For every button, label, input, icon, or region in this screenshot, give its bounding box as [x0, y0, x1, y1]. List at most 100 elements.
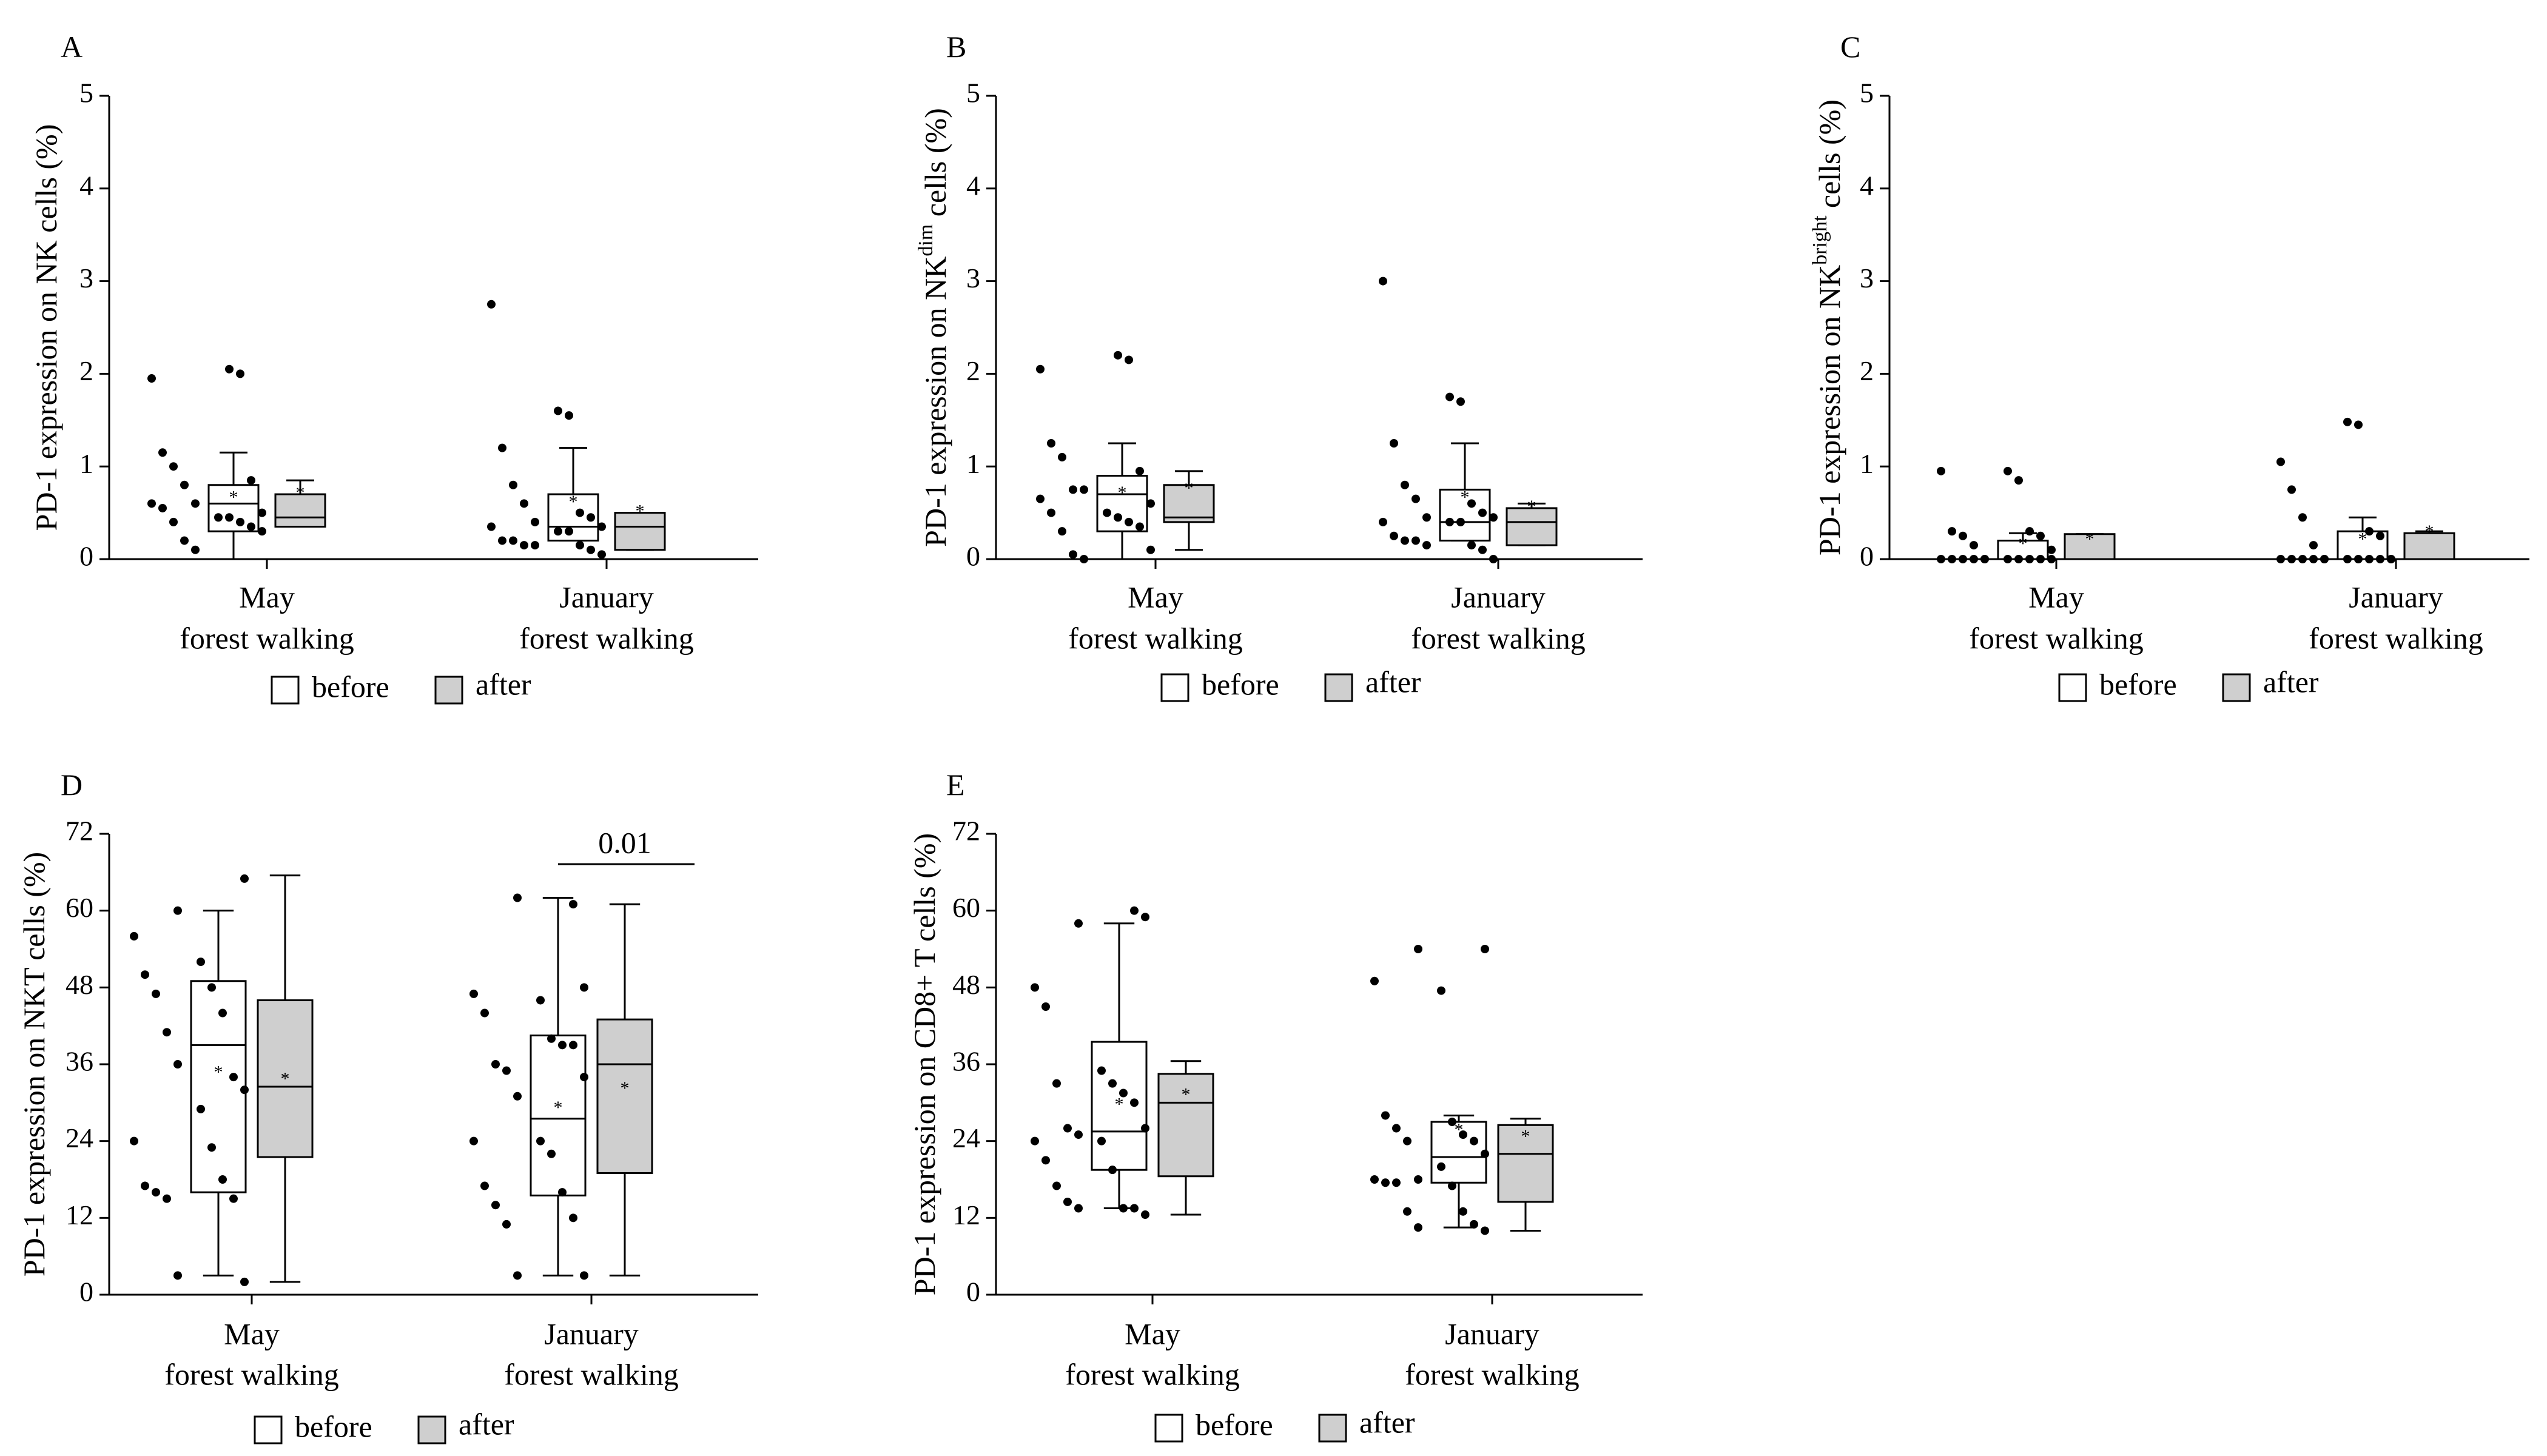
legend-label-after: after — [476, 667, 531, 701]
y-tick-label: 2 — [966, 355, 980, 386]
data-point — [197, 1104, 205, 1113]
x-category-label: January — [1445, 1317, 1539, 1350]
data-point — [1414, 945, 1422, 953]
data-point — [569, 900, 577, 909]
data-point — [597, 522, 606, 531]
data-point — [2309, 541, 2318, 550]
data-point — [1948, 527, 1956, 536]
mean-marker: * — [2425, 522, 2434, 542]
data-point — [2047, 545, 2056, 554]
data-point — [1390, 439, 1398, 448]
data-point — [240, 1277, 249, 1286]
data-point — [1097, 1136, 1106, 1146]
data-point — [509, 536, 517, 545]
data-point — [130, 1136, 138, 1146]
data-point — [1103, 508, 1111, 517]
data-point — [565, 527, 573, 536]
data-point — [1403, 1136, 1411, 1146]
data-point — [163, 1194, 171, 1203]
data-point — [1041, 1156, 1050, 1165]
data-point — [1031, 1136, 1039, 1146]
data-point — [1390, 531, 1398, 540]
data-point — [502, 1219, 511, 1229]
data-point — [2376, 531, 2384, 540]
data-point — [1470, 1136, 1478, 1146]
y-tick-label: 12 — [952, 1199, 980, 1230]
panel-a: A 0 1 2 3 4 5 PD-1 expression on NK cells (%) Ma… — [29, 30, 758, 705]
mean-marker: * — [1182, 1085, 1191, 1105]
mean-marker: * — [1521, 1126, 1530, 1146]
box-after — [1497, 1124, 1554, 1203]
data-point — [1130, 1204, 1139, 1213]
y-axis-label: PD-1 expression on CD8+ T cells (%) — [907, 833, 941, 1295]
data-point — [580, 983, 588, 992]
data-point — [1136, 466, 1144, 475]
legend-label-before: before — [1202, 667, 1279, 701]
data-point — [1392, 1178, 1401, 1187]
data-point — [576, 508, 584, 517]
mean-marker: * — [554, 1098, 563, 1118]
data-point — [469, 1136, 478, 1146]
data-point — [1948, 555, 1956, 563]
data-point — [531, 517, 539, 526]
data-point — [1119, 1089, 1128, 1098]
mean-marker: * — [281, 1069, 290, 1089]
x-category-label: May — [1128, 580, 1183, 614]
legend-swatch-after — [2222, 673, 2251, 702]
y-tick-label: 2 — [1860, 355, 1874, 386]
x-category-sublabel: forest walking — [1411, 621, 1585, 655]
y-tick-label: 4 — [966, 170, 980, 201]
data-point — [2309, 555, 2318, 563]
data-point — [1478, 508, 1487, 517]
box-after — [274, 493, 326, 528]
data-point — [1141, 1210, 1149, 1219]
legend-swatch-after — [417, 1415, 446, 1444]
x-category-sublabel: forest walking — [1065, 1357, 1239, 1391]
data-point — [214, 513, 223, 522]
data-point — [147, 374, 156, 383]
data-point — [130, 931, 138, 941]
y-tick-label: 72 — [66, 816, 93, 847]
data-point — [2343, 417, 2352, 426]
data-point — [480, 1008, 489, 1018]
box-after — [257, 999, 314, 1158]
y-tick-label: 3 — [1860, 263, 1874, 294]
box-after — [2064, 533, 2116, 560]
data-point — [197, 958, 205, 967]
mean-marker: * — [229, 488, 238, 508]
data-point — [1052, 1181, 1061, 1190]
box-before — [1096, 474, 1148, 532]
data-point — [587, 513, 595, 522]
data-point — [520, 541, 528, 550]
y-tick-label: 0 — [1860, 541, 1874, 572]
data-point — [502, 1066, 511, 1075]
y-axis-label: PD-1 expression on NK cells (%) — [29, 124, 63, 531]
data-point — [2354, 420, 2363, 429]
mean-marker: * — [1527, 497, 1536, 517]
data-point — [1970, 555, 1978, 563]
data-point — [491, 1060, 500, 1069]
data-point — [191, 545, 200, 554]
mean-marker: * — [1118, 483, 1127, 503]
data-point — [1411, 494, 1420, 503]
data-point — [247, 522, 255, 531]
data-point — [207, 983, 216, 992]
data-point — [1959, 531, 1967, 540]
legend-swatch-before — [1160, 673, 1189, 702]
data-point — [498, 536, 506, 545]
x-category-sublabel: forest walking — [1405, 1357, 1579, 1391]
data-point — [569, 1041, 577, 1050]
data-point — [169, 462, 178, 471]
x-category-label: May — [2028, 580, 2084, 614]
data-point — [1489, 513, 1498, 522]
data-point — [569, 1213, 577, 1223]
data-point — [1478, 545, 1487, 554]
data-point — [2004, 555, 2012, 563]
data-point — [1422, 541, 1431, 550]
y-tick-label: 48 — [952, 969, 980, 1000]
y-axis-label: PD-1 expression on NKbright cells (%) — [1809, 99, 1846, 555]
data-point — [1370, 976, 1379, 985]
data-point — [487, 522, 496, 531]
x-category-sublabel: forest walking — [1969, 621, 2143, 655]
data-point — [509, 480, 517, 489]
